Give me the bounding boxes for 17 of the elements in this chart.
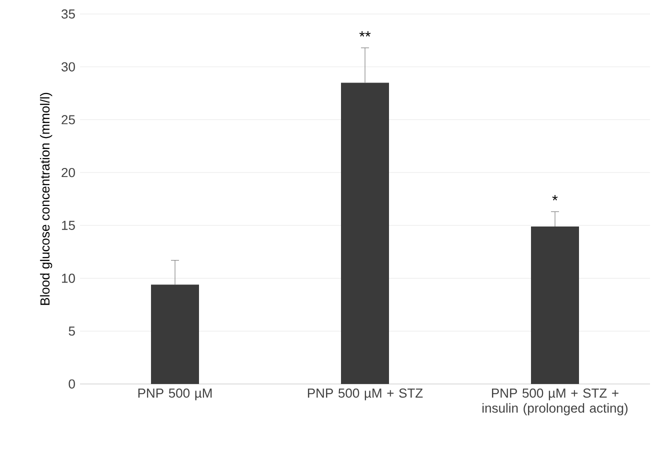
y-tick-label: 10	[62, 274, 75, 283]
x-tick-label: PNP 500 µM	[138, 388, 212, 400]
annotation: *	[552, 195, 558, 200]
x-tick-label: PNP 500 µM + STZ + insulin (prolonged acting)	[482, 388, 628, 416]
bar	[341, 82, 389, 384]
y-tick-label: 0	[68, 379, 75, 389]
y-tick-label: 30	[62, 62, 75, 72]
bar	[530, 226, 579, 384]
bar	[151, 284, 200, 384]
x-tick-label: PNP 500 µM + STZ	[308, 388, 423, 400]
y-tick-label: 35	[62, 9, 75, 19]
y-tick-label: 5	[68, 326, 75, 336]
annotation: **	[359, 31, 371, 37]
y-tick-label: 15	[62, 220, 75, 230]
y-tick-label: 20	[62, 168, 75, 178]
y-axis-title: Blood glucose concentration (mmol/l)	[40, 92, 52, 305]
y-tick-label: 25	[62, 115, 75, 124]
